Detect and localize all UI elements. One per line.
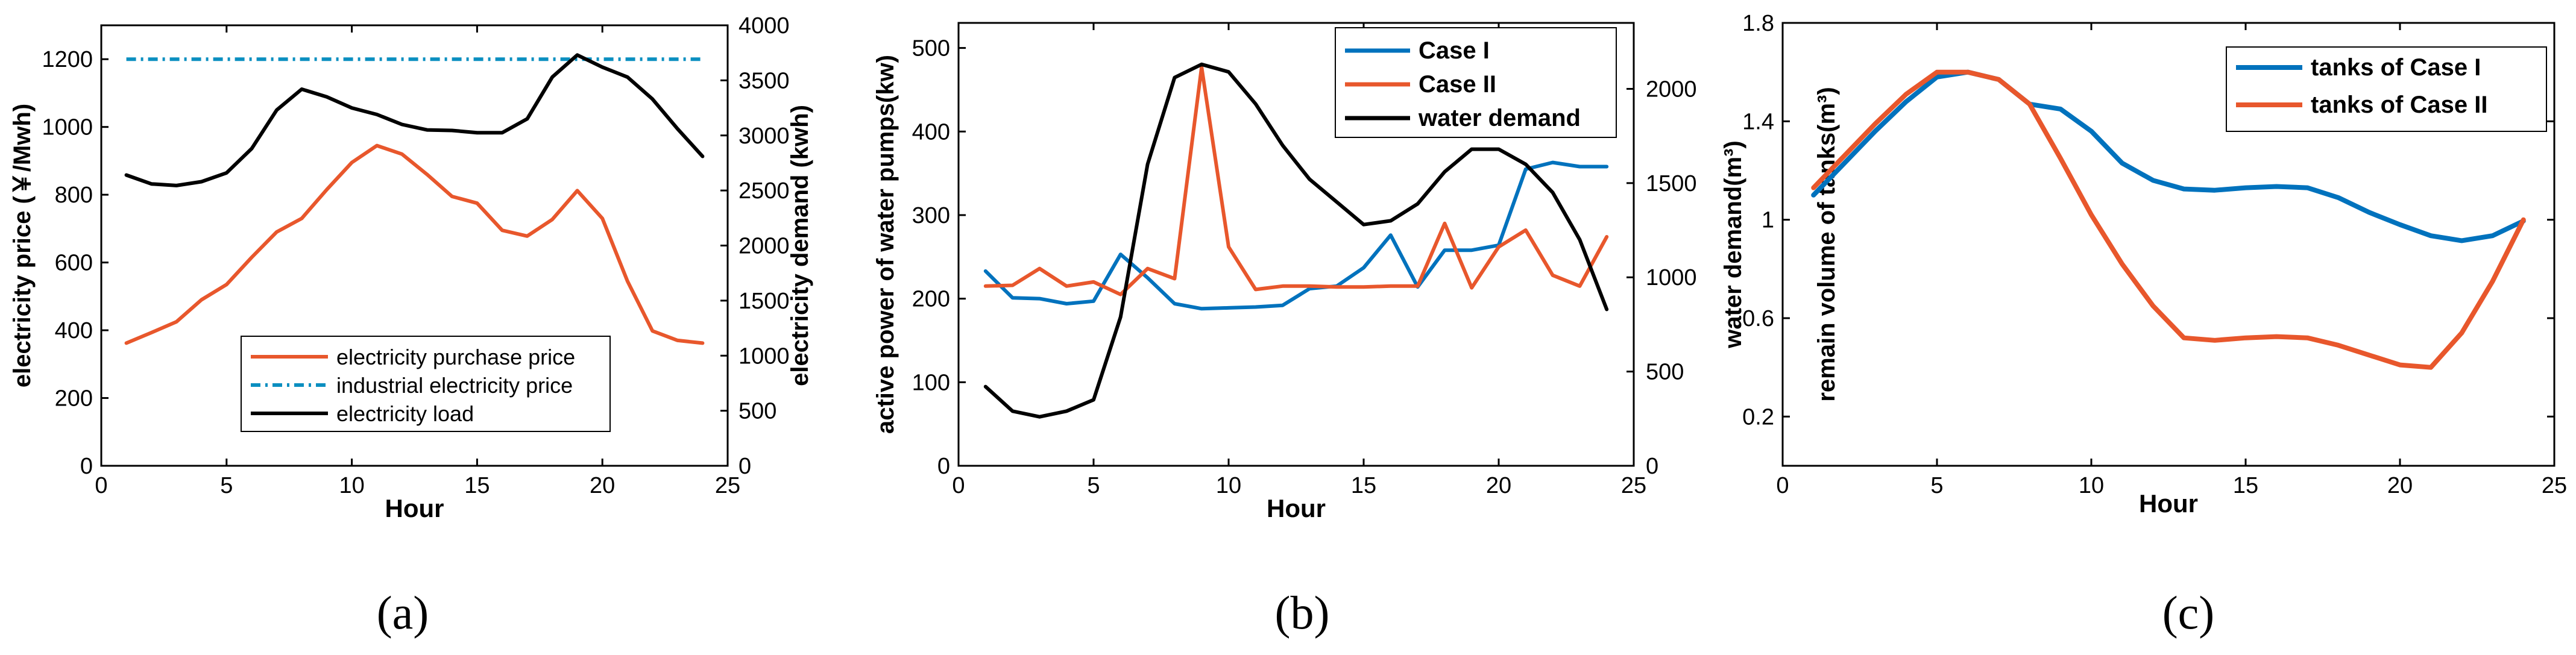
plot-frame: [1781, 22, 2556, 467]
y-tick-label-left: 300: [912, 203, 950, 228]
x-tick-label: 25: [2542, 473, 2567, 498]
x-axis-label: Hour: [2139, 489, 2198, 518]
y-tick-label-left: 100: [912, 370, 950, 395]
x-tick-label: 20: [1486, 473, 1511, 498]
legend-box: [2226, 46, 2547, 132]
y-tick-label-right: 0: [738, 454, 751, 479]
x-tick-label: 5: [1930, 473, 1943, 498]
x-tick-label: 15: [464, 473, 490, 498]
x-tick-label: 0: [95, 473, 107, 498]
y-tick-label-left: 1000: [42, 115, 93, 140]
x-tick-label: 10: [1216, 473, 1241, 498]
y-tick-label-right: 4000: [738, 13, 790, 39]
plot-frame: [957, 22, 1635, 467]
chart-panel-b: 0 5 10 15 20 25010020030040050005001000150020…: [872, 22, 1746, 639]
legend-label: tanks of Case II: [2311, 92, 2487, 118]
panel-caption: (a): [377, 586, 429, 639]
y-tick-label-right: 500: [1646, 360, 1684, 385]
series-line-b-1: [983, 65, 1609, 296]
y-tick-label-right: 500: [738, 399, 776, 424]
y-tick-label-left: 500: [912, 36, 950, 61]
y-tick-label-right: 2500: [738, 178, 790, 204]
x-tick-label: 0: [1776, 473, 1789, 498]
chart-panel-a: 0 5 10 15 20 25020040060080010001200050010001…: [9, 13, 813, 639]
x-tick-label: 20: [2387, 473, 2413, 498]
y-axis-label-left: electricity price (￥/Mwh): [9, 104, 36, 387]
y-tick-label-right: 1500: [1646, 171, 1697, 196]
y-tick-label-left: 800: [55, 183, 93, 208]
y-tick-label-left: 200: [912, 287, 950, 312]
x-axis-label: Hour: [385, 494, 444, 522]
y-tick-label-left: 0: [80, 454, 93, 479]
y-tick-label-right: 0: [1646, 454, 1658, 479]
y-tick-label-left: 400: [55, 318, 93, 343]
x-tick-label: 10: [2079, 473, 2104, 498]
legend-label: Case II: [1419, 71, 1496, 98]
series-line-b-2: [983, 62, 1609, 419]
y-tick-label-left: 0.2: [1742, 404, 1774, 430]
panel-caption: (b): [1275, 586, 1330, 639]
y-axis-label-left: active power of water pumps(kw): [872, 55, 899, 434]
y-tick-label-left: 1: [1762, 208, 1774, 233]
legend-label: electricity load: [336, 401, 474, 426]
y-axis-label-right: water demand(m³): [1720, 140, 1746, 349]
y-tick-label-right: 1000: [1646, 265, 1697, 290]
legend: electricity purchase price industrial ele…: [241, 336, 611, 432]
legend: tanks of Case I tanks of Case II: [2226, 46, 2547, 132]
x-tick-label: 0: [952, 473, 965, 498]
series-line-b-0: [983, 160, 1609, 311]
panel-caption: (c): [2162, 586, 2215, 639]
y-tick-label-left: 200: [55, 386, 93, 412]
legend-label: tanks of Case I: [2311, 54, 2481, 81]
x-tick-label: 15: [2233, 473, 2258, 498]
y-tick-label-left: 1200: [42, 47, 93, 72]
y-tick-label-left: 1.8: [1742, 11, 1774, 36]
x-tick-label: 25: [715, 473, 740, 498]
legend-label: water demand: [1418, 105, 1581, 131]
series-line-a-0: [124, 143, 705, 345]
x-tick-label: 25: [1621, 473, 1646, 498]
y-tick-label-right: 3000: [738, 124, 790, 149]
y-tick-label-left: 600: [55, 251, 93, 276]
series-line-a-2: [124, 53, 705, 187]
y-tick-label-left: 0.6: [1742, 306, 1774, 331]
legend-label: Case I: [1419, 37, 1490, 64]
x-tick-label: 5: [1087, 473, 1100, 498]
x-tick-label: 5: [220, 473, 233, 498]
y-tick-label-left: 0: [937, 454, 950, 479]
y-tick-label-right: 1000: [738, 343, 790, 369]
legend: Case I Case II water demand: [1335, 27, 1617, 138]
legend-label: electricity purchase price: [336, 345, 575, 369]
y-tick-label-left: 400: [912, 119, 950, 145]
series-line-c-1: [1811, 69, 2526, 370]
y-axis-label-left: remain volume of tanks(m³): [1813, 87, 1840, 401]
y-tick-label-left: 1.4: [1742, 109, 1774, 134]
y-axis-label-right: electricity demand (kwh): [787, 105, 813, 386]
y-tick-label-right: 2000: [1646, 77, 1697, 102]
x-tick-label: 10: [339, 473, 364, 498]
y-tick-label-right: 1500: [738, 289, 790, 314]
y-tick-label-right: 2000: [738, 234, 790, 259]
legend-label: industrial electricity price: [336, 373, 573, 398]
x-tick-label: 20: [590, 473, 615, 498]
x-axis-label: Hour: [1267, 494, 1326, 522]
y-tick-label-right: 3500: [738, 68, 790, 93]
x-tick-label: 15: [1351, 473, 1376, 498]
series-line-c-0: [1811, 69, 2526, 243]
chart-panel-c: 0 5 10 15 20 25 0.2 0.6 1 1.4 1.8 Hour remain volume…: [1742, 11, 2567, 639]
